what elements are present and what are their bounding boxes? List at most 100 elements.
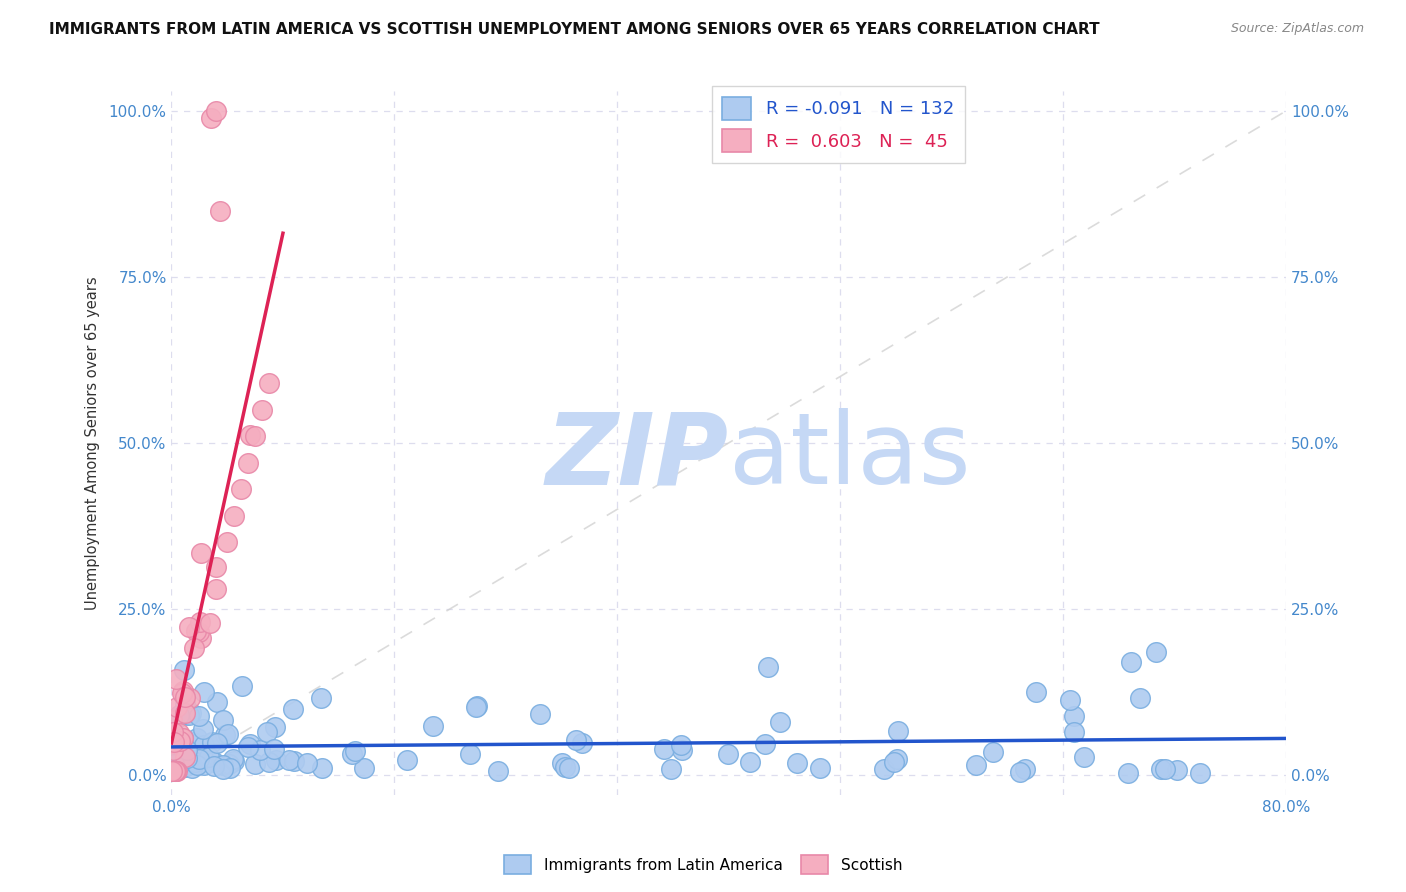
Point [166,746,188,760]
Point [219,762,242,776]
Point [177,758,200,772]
Text: Source: ZipAtlas.com: Source: ZipAtlas.com [1230,22,1364,36]
Point [281,702,304,716]
Point [238,427,260,442]
Point [263,742,285,756]
Point [1063,708,1085,723]
Point [179,691,201,706]
Point [183,640,205,655]
Point [166,764,188,779]
Point [981,745,1004,759]
Point [173,663,195,677]
Y-axis label: Unemployment Among Seniors over 65 years: Unemployment Among Seniors over 65 years [86,276,100,610]
Point [205,736,228,750]
Point [188,615,211,630]
Point [671,739,693,753]
Point [283,754,305,768]
Point [786,756,808,770]
Point [529,707,551,722]
Point [166,699,188,714]
Point [207,695,229,709]
Point [169,760,191,774]
Point [212,762,235,776]
Point [554,760,576,774]
Point [465,698,488,713]
Point [162,743,184,757]
Point [343,744,366,758]
Point [167,743,190,757]
Point [163,757,186,772]
Point [231,483,253,497]
Point [180,761,202,775]
Point [224,508,246,523]
Point [200,111,222,125]
Point [177,707,200,722]
Point [172,731,194,746]
Point [218,756,240,771]
Point [166,744,188,758]
Point [190,631,212,645]
Point [249,743,271,757]
Point [170,734,193,748]
Point [172,683,194,698]
Point [173,760,195,774]
Point [162,737,184,751]
Point [422,719,444,733]
Point [160,713,183,727]
Point [965,758,987,772]
Point [204,560,226,574]
Point [177,620,200,634]
Point [217,726,239,740]
Point [257,755,280,769]
Point [250,402,273,417]
Point [873,762,896,776]
Point [193,685,215,699]
Point [188,624,211,639]
Point [1119,655,1142,669]
Point [465,700,488,714]
Point [342,747,364,761]
Point [209,203,232,218]
Point [190,545,212,559]
Point [217,535,239,549]
Point [193,722,215,736]
Point [295,756,318,771]
Point [167,745,190,759]
Point [264,720,287,734]
Point [162,738,184,752]
Point [172,755,194,769]
Point [257,376,280,391]
Point [396,753,419,767]
Point [551,756,574,770]
Point [174,750,197,764]
Legend: Immigrants from Latin America, Scottish: Immigrants from Latin America, Scottish [498,849,908,880]
Point [1008,764,1031,779]
Point [243,757,266,772]
Point [162,764,184,779]
Point [883,755,905,769]
Point [193,757,215,772]
Point [167,755,190,769]
Point [353,761,375,775]
Point [186,731,208,745]
Point [243,429,266,443]
Point [198,750,221,764]
Point [172,731,194,745]
Text: IMMIGRANTS FROM LATIN AMERICA VS SCOTTISH UNEMPLOYMENT AMONG SENIORS OVER 65 YEA: IMMIGRANTS FROM LATIN AMERICA VS SCOTTIS… [49,22,1099,37]
Point [163,759,186,773]
Point [769,715,792,730]
Point [458,747,481,761]
Point [198,615,221,630]
Point [1025,685,1047,699]
Point [652,741,675,756]
Point [162,750,184,764]
Point [671,743,693,757]
Point [1154,762,1177,776]
Point [163,744,186,758]
Point [169,734,191,748]
Point [162,725,184,739]
Point [162,764,184,779]
Point [165,734,187,748]
Point [173,690,195,704]
Point [1128,691,1150,706]
